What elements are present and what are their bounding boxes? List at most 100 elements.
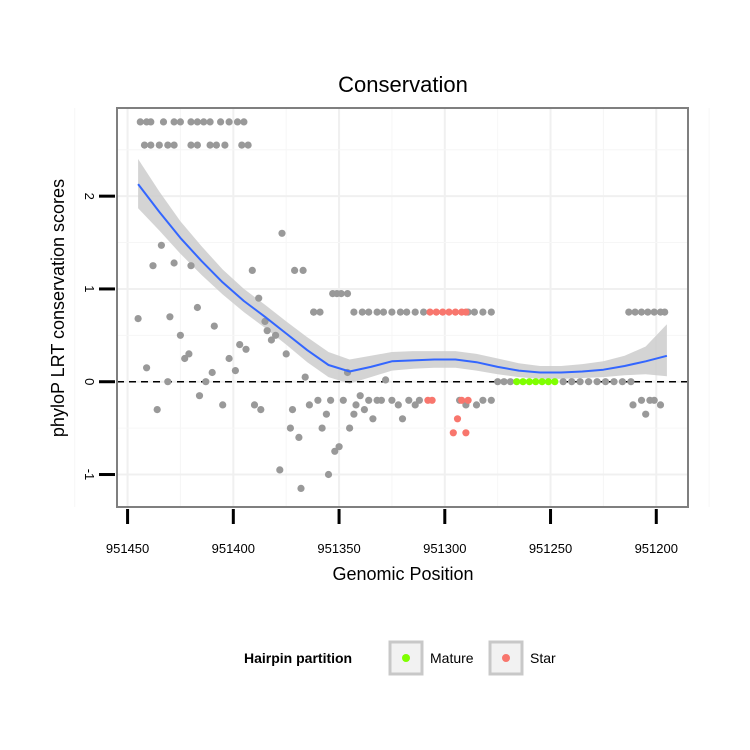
point-other bbox=[134, 315, 142, 323]
point-other bbox=[618, 378, 627, 386]
point-other bbox=[261, 317, 269, 325]
point-other bbox=[143, 364, 151, 372]
y-tick-label: 1 bbox=[82, 285, 97, 292]
point-other bbox=[206, 141, 214, 149]
point-other bbox=[343, 290, 352, 298]
point-other bbox=[208, 368, 216, 377]
x-tick-label: 951350 bbox=[317, 541, 360, 556]
point-other bbox=[176, 118, 184, 126]
point-other bbox=[470, 308, 478, 316]
point-other bbox=[388, 396, 396, 404]
point-other bbox=[200, 118, 208, 126]
point-other bbox=[225, 354, 233, 363]
legend-label-mature: Mature bbox=[430, 650, 474, 666]
point-other bbox=[559, 378, 567, 386]
point-mature bbox=[532, 378, 540, 386]
point-other bbox=[350, 308, 358, 316]
point-other bbox=[140, 141, 149, 149]
point-other bbox=[238, 141, 246, 149]
point-other bbox=[382, 376, 390, 384]
x-tick-label: 951450 bbox=[106, 541, 149, 556]
point-other bbox=[147, 118, 155, 126]
y-tick-label: 0 bbox=[82, 378, 97, 385]
point-other bbox=[335, 443, 343, 451]
point-other bbox=[629, 401, 637, 409]
point-other bbox=[358, 308, 366, 316]
point-star bbox=[439, 308, 447, 316]
point-mature bbox=[525, 378, 534, 386]
point-other bbox=[255, 294, 263, 302]
point-other bbox=[610, 378, 618, 386]
y-tick-label: -1 bbox=[82, 469, 97, 481]
point-mature bbox=[538, 378, 546, 386]
point-star bbox=[462, 308, 470, 316]
point-star bbox=[451, 308, 459, 316]
legend-title: Hairpin partition bbox=[244, 650, 352, 666]
point-other bbox=[494, 378, 502, 386]
point-other bbox=[479, 308, 487, 316]
point-star bbox=[445, 308, 453, 316]
point-other bbox=[240, 118, 248, 126]
point-other bbox=[506, 378, 514, 386]
point-other bbox=[420, 308, 428, 316]
point-other bbox=[248, 266, 256, 274]
point-other bbox=[231, 367, 239, 375]
point-other bbox=[576, 378, 584, 386]
smooth-line bbox=[137, 183, 668, 374]
point-other bbox=[297, 484, 305, 492]
point-other bbox=[500, 378, 508, 386]
point-other bbox=[242, 345, 250, 353]
point-other bbox=[625, 308, 633, 316]
point-other bbox=[286, 424, 294, 432]
point-other bbox=[187, 141, 195, 149]
point-other bbox=[396, 308, 404, 316]
point-other bbox=[210, 322, 218, 330]
point-other bbox=[181, 354, 189, 363]
point-star bbox=[426, 308, 434, 316]
point-star bbox=[464, 396, 472, 404]
point-other bbox=[585, 378, 593, 386]
point-other bbox=[159, 118, 168, 126]
point-other bbox=[637, 396, 646, 404]
point-other bbox=[185, 350, 193, 358]
x-tick-label: 951250 bbox=[529, 541, 572, 556]
point-other bbox=[257, 406, 265, 414]
point-other bbox=[193, 303, 201, 312]
point-other bbox=[479, 396, 487, 404]
point-other bbox=[472, 401, 481, 409]
point-other bbox=[661, 308, 669, 316]
legend-label-star: Star bbox=[530, 650, 556, 666]
point-other bbox=[136, 118, 144, 126]
legend-key-mature bbox=[388, 640, 424, 676]
point-other bbox=[394, 401, 402, 409]
point-other bbox=[295, 433, 303, 441]
point-other bbox=[170, 141, 178, 149]
y-axis: -1 0 1 2 bbox=[82, 193, 115, 481]
point-other bbox=[637, 308, 646, 316]
point-other bbox=[411, 308, 419, 316]
point-other bbox=[650, 308, 658, 316]
point-other bbox=[627, 378, 635, 386]
point-other bbox=[352, 401, 360, 409]
point-other bbox=[487, 308, 495, 316]
x-axis: 951450 951400 951350 951300 951250 951200 bbox=[106, 509, 678, 556]
point-other bbox=[310, 308, 318, 316]
x-tick-label: 951400 bbox=[212, 541, 255, 556]
point-other bbox=[365, 396, 373, 404]
point-mature bbox=[519, 378, 527, 386]
point-other bbox=[656, 401, 665, 409]
grid-lines bbox=[74, 108, 710, 507]
point-other bbox=[356, 392, 364, 400]
point-other bbox=[217, 118, 225, 126]
point-star bbox=[453, 415, 462, 423]
point-other bbox=[276, 466, 284, 474]
point-mature bbox=[513, 378, 521, 386]
point-other bbox=[250, 401, 259, 409]
point-other bbox=[322, 410, 330, 418]
point-other bbox=[263, 327, 271, 335]
point-mature bbox=[551, 378, 559, 386]
panel-background bbox=[117, 108, 688, 507]
point-other bbox=[225, 118, 233, 126]
x-axis-title: Genomic Position bbox=[332, 564, 473, 584]
point-other bbox=[299, 266, 307, 274]
